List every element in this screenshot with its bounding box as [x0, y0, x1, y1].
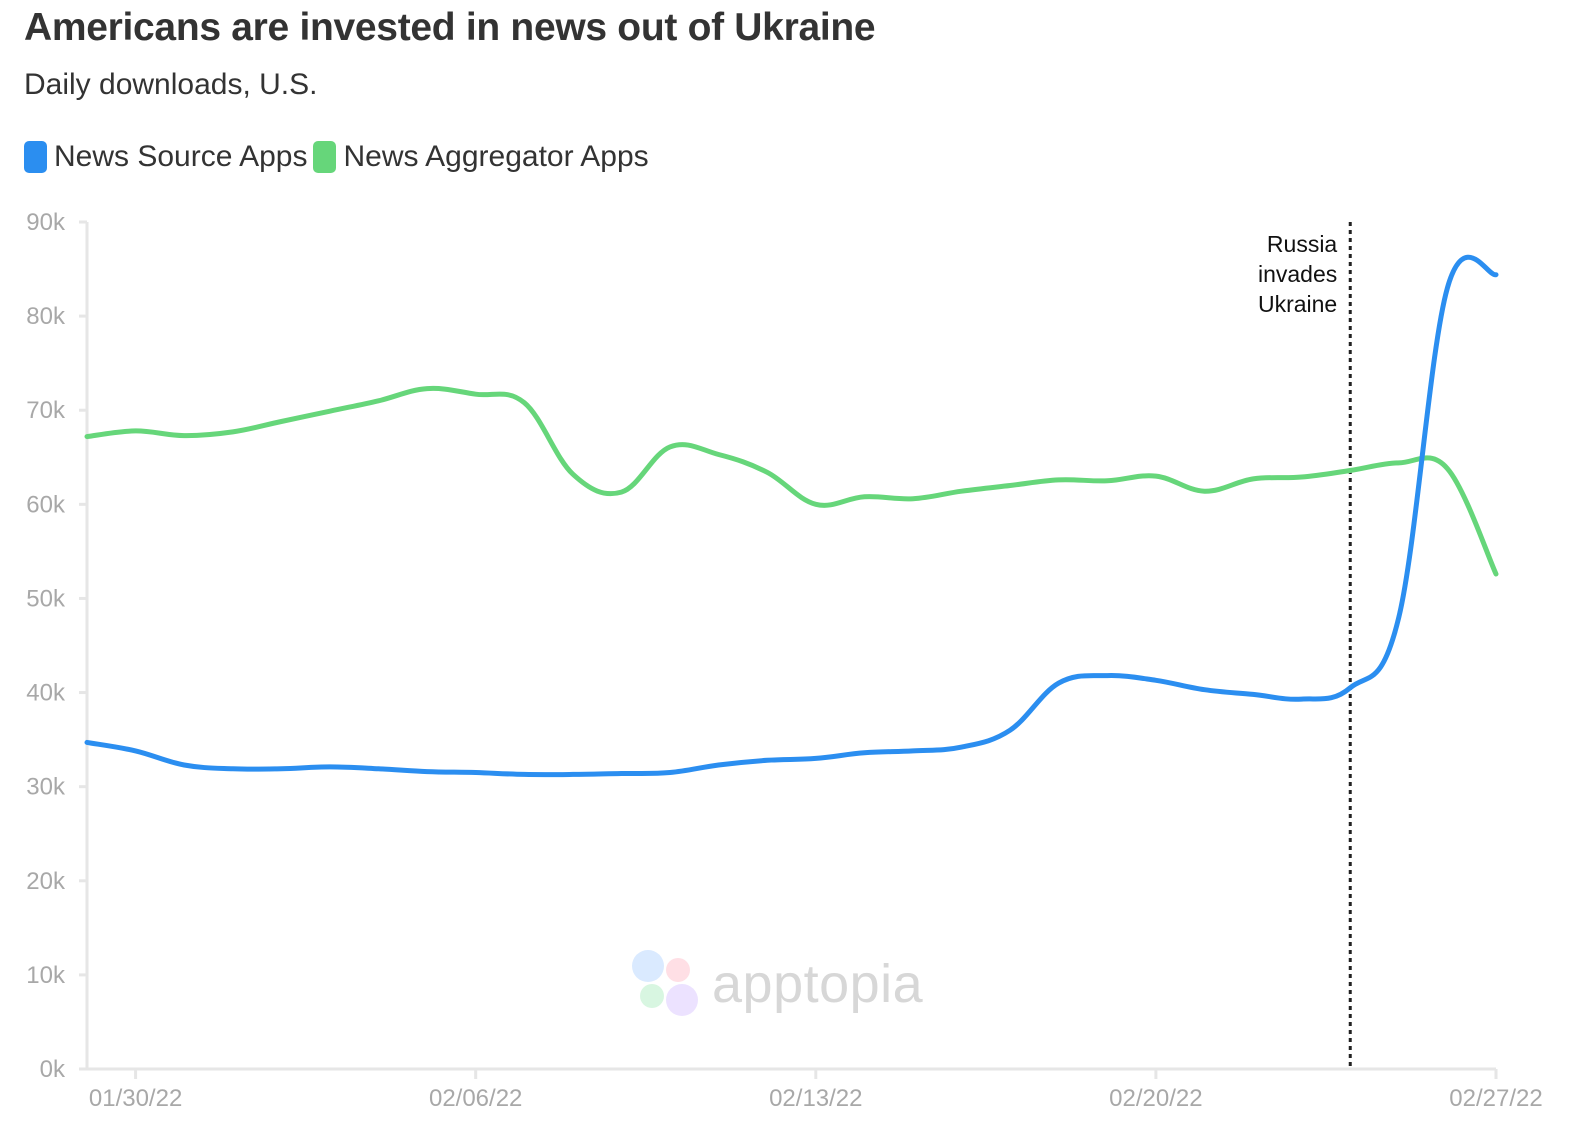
annotation-label: invades — [1258, 261, 1337, 287]
y-tick-label: 10k — [26, 962, 66, 989]
legend-swatch-news-source — [24, 141, 47, 173]
apptopia-watermark: apptopia — [632, 950, 923, 1018]
y-axis: 0k 10k 20k 30k 40k 50k 60k 70k 80k 90k — [26, 209, 89, 1083]
y-tick-label: 40k — [26, 680, 66, 707]
x-tick-label: 02/27/22 — [1449, 1085, 1542, 1112]
watermark-text: apptopia — [712, 954, 924, 1014]
annotation-label: Russia — [1267, 231, 1338, 257]
y-tick-label: 20k — [26, 868, 66, 895]
y-tick-label: 70k — [26, 397, 66, 424]
chart-legend: News Source Apps News Aggregator Apps — [24, 140, 655, 174]
annotation-russia-invades-ukraine: Russia invades Ukraine — [1258, 222, 1352, 1069]
series-lines — [84, 254, 1499, 778]
x-tick-label: 01/30/22 — [89, 1085, 182, 1112]
annotation-label: Ukraine — [1258, 291, 1337, 317]
series-line-news-source-apps — [84, 254, 1499, 778]
x-axis: 01/30/22 02/06/22 02/13/22 02/20/22 02/27/22 — [87, 1067, 1543, 1112]
y-tick-label: 50k — [26, 585, 66, 612]
legend-item-news-aggregator[interactable]: News Aggregator Apps — [313, 140, 649, 174]
chart-subtitle: Daily downloads, U.S. — [24, 68, 318, 101]
legend-label-news-source: News Source Apps — [54, 140, 308, 173]
x-tick-label: 02/06/22 — [429, 1085, 522, 1112]
y-tick-label: 90k — [26, 209, 66, 236]
y-tick-label: 30k — [26, 774, 66, 801]
y-tick-label: 0k — [40, 1056, 66, 1083]
x-tick-label: 02/13/22 — [769, 1085, 862, 1112]
x-tick-label: 02/20/22 — [1109, 1085, 1202, 1112]
y-tick-label: 60k — [26, 491, 66, 518]
legend-item-news-source[interactable]: News Source Apps — [24, 140, 307, 174]
series-line-news-aggregator-apps — [84, 385, 1499, 577]
legend-label-news-aggregator: News Aggregator Apps — [343, 140, 649, 173]
y-tick-label: 80k — [26, 303, 66, 330]
legend-swatch-news-aggregator — [313, 141, 337, 173]
apptopia-logo-icon — [632, 950, 698, 1018]
chart-title: Americans are invested in news out of Uk… — [24, 6, 876, 49]
